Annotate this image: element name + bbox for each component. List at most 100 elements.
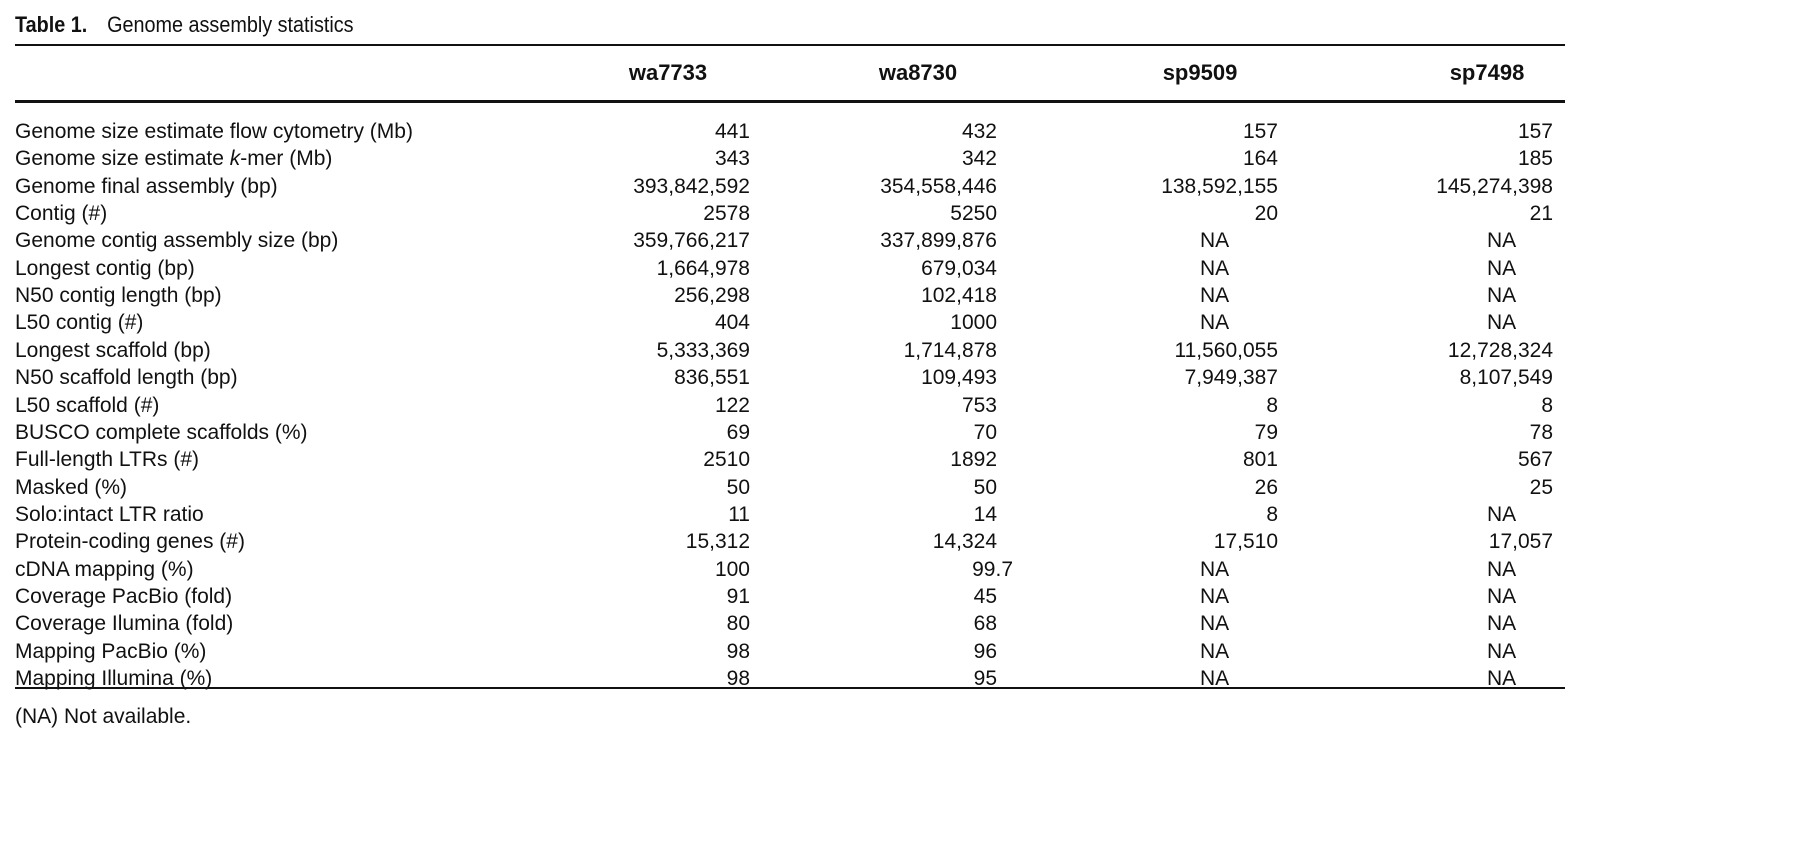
table-cell: 14: [973, 502, 997, 526]
column-header: wa7733: [628, 60, 708, 85]
table-cell: 1000: [950, 311, 997, 335]
table-cell: 5,333,369: [656, 338, 750, 362]
table-cell: 342: [961, 147, 997, 171]
row-label: Mapping PacBio (%): [15, 639, 207, 663]
table-cell: 25: [1529, 475, 1553, 499]
table-cell: 91: [726, 584, 750, 608]
row-label: L50 scaffold (#): [15, 393, 160, 417]
table-row: Genome contig assembly size (bp) 359,766,…: [0, 227, 1800, 254]
table-cell: 393,842,592: [633, 174, 750, 198]
table-cell: 145,274,398: [1436, 174, 1553, 198]
table-cell: 79: [1254, 420, 1278, 444]
table-cell: NA: [1487, 612, 1517, 636]
table-row: Masked (%) 50 50 26 25: [0, 474, 1800, 501]
table-cell: 102,418: [921, 284, 997, 308]
table-cell: 12,728,324: [1447, 338, 1553, 362]
row-label: Coverage Ilumina (fold): [15, 612, 234, 636]
table-row: N50 scaffold length (bp) 836,551 109,493 7,…: [0, 364, 1800, 391]
table-cell: 256,298: [674, 284, 750, 308]
row-label-part: Genome size estimate: [15, 147, 230, 171]
row-label: N50 contig length (bp): [15, 284, 222, 308]
row-label: Protein-coding genes (#): [15, 530, 245, 554]
table-cell: 404: [714, 311, 750, 335]
table-cell: 1892: [950, 448, 997, 472]
table-cell: 17,510: [1213, 530, 1278, 554]
row-label-part: -mer (Mb): [240, 147, 333, 171]
table-cell: NA: [1487, 284, 1517, 308]
table-cell: 337,899,876: [880, 229, 997, 253]
table-cell: 7,949,387: [1184, 366, 1278, 390]
table-cell: 836,551: [674, 366, 750, 390]
table-cell: 432: [961, 120, 997, 143]
table-cell: 96: [973, 639, 997, 663]
table-cell: 100: [714, 557, 750, 581]
table-row: L50 contig (#) 404 1000 NA NA: [0, 309, 1800, 336]
table-cell: NA: [1487, 229, 1517, 253]
table-footnote: (NA) Not available.: [15, 705, 192, 728]
table-cell: 98: [726, 667, 750, 690]
table-row: Longest scaffold (bp) 5,333,369 1,714,878 1…: [0, 337, 1800, 364]
table-cell: 69: [726, 420, 750, 444]
table-row: L50 scaffold (#) 122 753 8 8: [0, 392, 1800, 419]
table-cell: 1,664,978: [656, 256, 750, 280]
table-cell: NA: [1200, 612, 1230, 636]
table-cell: 157: [1242, 120, 1278, 143]
table-cell: 164: [1242, 147, 1278, 171]
table-row: Mapping PacBio (%) 98 96 NA NA: [0, 638, 1800, 665]
table-cell: 50: [726, 475, 750, 499]
table-cell: 70: [973, 420, 997, 444]
table-cell: 45: [973, 584, 997, 608]
table-cell: 11: [728, 502, 750, 526]
table-row: Coverage PacBio (fold) 91 45 NA NA: [0, 583, 1800, 610]
row-label: Genome contig assembly size (bp): [15, 229, 339, 253]
table-cell: NA: [1487, 311, 1517, 335]
row-label: N50 scaffold length (bp): [15, 366, 238, 390]
table-cell: NA: [1200, 667, 1230, 690]
table-row: Full-length LTRs (#) 2510 1892 801 567: [0, 446, 1800, 473]
table-cell: 753: [961, 393, 997, 417]
table-row: Protein-coding genes (#) 15,312 14,324 17,5…: [0, 528, 1800, 555]
table-row: BUSCO complete scaffolds (%) 69 70 79 78: [0, 419, 1800, 446]
row-label: L50 contig (#): [15, 311, 144, 335]
row-label: BUSCO complete scaffolds (%): [15, 420, 308, 444]
row-label: Genome size estimate k-mer (Mb): [15, 145, 332, 172]
row-label: Contig (#): [15, 202, 108, 226]
table-row: Mapping Illumina (%) 98 95 NA NA: [0, 665, 1800, 692]
column-header: sp9509: [1162, 60, 1238, 85]
table-cell: 17,057: [1488, 530, 1553, 554]
table-cell: NA: [1487, 557, 1517, 581]
row-label: Genome final assembly (bp): [15, 174, 278, 198]
table-cell: NA: [1487, 639, 1517, 663]
table-title: Genome assembly statistics: [107, 12, 354, 37]
table-cell: 122: [714, 393, 750, 417]
table-cell: NA: [1200, 584, 1230, 608]
table-cell: 21: [1529, 202, 1553, 226]
table-cell: 157: [1517, 120, 1553, 143]
table-cell: NA: [1200, 229, 1230, 253]
table-number: Table 1.: [15, 12, 88, 37]
table-row: N50 contig length (bp) 256,298 102,418 NA NA: [0, 282, 1800, 309]
header-rule: [15, 100, 1565, 103]
table-row: Longest contig (bp) 1,664,978 679,034 NA NA: [0, 255, 1800, 282]
table-cell: NA: [1200, 639, 1230, 663]
table-cell: 8,107,549: [1459, 366, 1553, 390]
table-cell: 99.7: [972, 557, 1013, 581]
table-cell: 26: [1254, 475, 1278, 499]
row-label: Full-length LTRs (#): [15, 448, 199, 472]
table-cell: 567: [1517, 448, 1553, 472]
table-row: Solo:intact LTR ratio 11 14 8 NA: [0, 501, 1800, 528]
table-cell: NA: [1487, 667, 1517, 690]
row-label: Genome size estimate flow cytometry (Mb): [15, 120, 413, 143]
table-cell: 95: [973, 667, 997, 690]
table-cell: 15,312: [685, 530, 750, 554]
row-label: Longest scaffold (bp): [15, 338, 211, 362]
table-cell: 14,324: [932, 530, 997, 554]
row-label: Masked (%): [15, 475, 128, 499]
table-cell: NA: [1200, 311, 1230, 335]
table-cell: 441: [714, 120, 750, 143]
column-header: wa8730: [878, 60, 958, 85]
table-cell: 2510: [703, 448, 750, 472]
table-cell: 8: [1266, 502, 1278, 526]
column-header: sp7498: [1449, 60, 1525, 85]
table-row: cDNA mapping (%) 100 99.7 NA NA: [0, 556, 1800, 583]
